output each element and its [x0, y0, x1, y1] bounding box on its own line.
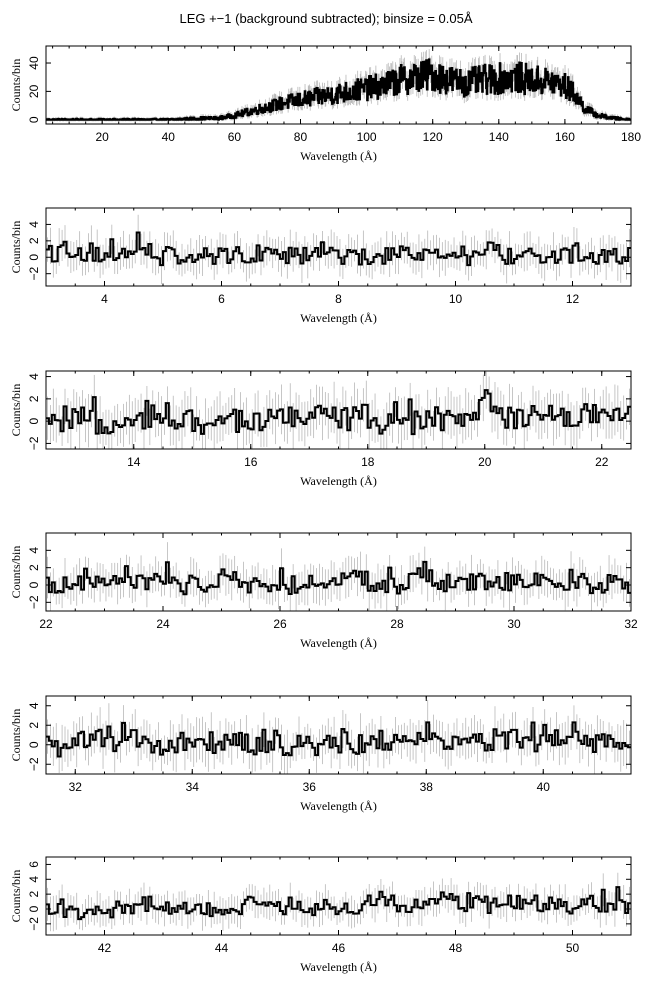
y-tick-label: 0: [27, 417, 41, 424]
x-tick-label: 28: [390, 617, 404, 631]
y-tick-label: −2: [27, 757, 41, 771]
y-tick-label: 4: [27, 876, 41, 883]
data-series-step-line: [46, 560, 631, 596]
data-series-step-line: [46, 389, 631, 436]
x-tick-label: 8: [335, 292, 342, 306]
y-tick-label: 2: [27, 564, 41, 571]
y-tick-label: 4: [27, 221, 41, 228]
x-axis-label: Wavelength (Å): [300, 311, 377, 325]
x-tick-label: 42: [98, 941, 112, 955]
x-axis-label: Wavelength (Å): [300, 960, 377, 974]
x-tick-label: 160: [555, 130, 575, 144]
x-tick-label: 46: [332, 941, 346, 955]
x-tick-label: 38: [420, 780, 434, 794]
plot-frame: [45, 532, 632, 612]
y-tick-label: −2: [27, 267, 41, 281]
x-tick-label: 50: [566, 941, 580, 955]
x-tick-label: 34: [186, 780, 200, 794]
y-tick-label: 0: [27, 741, 41, 748]
panel-5: 32 34 36 38 40 −2 0 2 4 Wavelength (Å) Counts/bin: [9, 695, 632, 813]
y-tick-label: 2: [27, 237, 41, 244]
data-series-step-line: [46, 58, 631, 121]
data-series-step-line: [46, 886, 631, 921]
x-axis-label: Wavelength (Å): [300, 149, 377, 163]
y-tick-label: 2: [27, 890, 41, 897]
y-tick-label: 6: [27, 861, 41, 868]
x-tick-label: 36: [303, 780, 317, 794]
y-tick-label: −2: [27, 595, 41, 609]
y-axis-label: Counts/bin: [9, 870, 23, 923]
y-axis-label: Counts/bin: [9, 221, 23, 274]
x-tick-label: 30: [507, 617, 521, 631]
x-tick-label: 22: [39, 617, 53, 631]
y-axis-label: Counts/bin: [9, 59, 23, 112]
x-axis-label: Wavelength (Å): [300, 799, 377, 813]
x-tick-label: 44: [215, 941, 229, 955]
y-tick-label: 0: [27, 581, 41, 588]
x-tick-label: 12: [566, 292, 580, 306]
plot-frame: [45, 370, 632, 450]
y-tick-label: 4: [27, 373, 41, 380]
x-tick-label: 18: [361, 455, 375, 469]
y-tick-label: 0: [27, 116, 41, 123]
x-tick-label: 48: [449, 941, 463, 955]
y-tick-label: 0: [27, 254, 41, 261]
error-bars: [47, 872, 630, 932]
error-bars: [47, 542, 630, 611]
x-tick-label: 20: [478, 455, 492, 469]
figure-title: LEG +−1 (background subtracted); binsize…: [179, 11, 472, 26]
y-axis-label: Counts/bin: [9, 709, 23, 762]
y-tick-label: 40: [27, 56, 41, 70]
x-tick-label: 80: [294, 130, 308, 144]
panel-3: 14 16 18 20 22 −2 0 2 4 Wavelength (Å) Counts/bin: [9, 370, 632, 488]
y-tick-label: 4: [27, 547, 41, 554]
x-tick-label: 6: [218, 292, 225, 306]
y-axis-label: Counts/bin: [9, 546, 23, 599]
y-tick-label: −2: [27, 917, 41, 931]
x-tick-label: 40: [162, 130, 176, 144]
x-tick-label: 22: [595, 455, 609, 469]
y-tick-label: 4: [27, 702, 41, 709]
plot-frame: [45, 45, 632, 125]
x-axis-label: Wavelength (Å): [300, 474, 377, 488]
error-bars: [47, 699, 630, 774]
y-tick-label: 2: [27, 722, 41, 729]
x-tick-label: 26: [273, 617, 287, 631]
x-tick-label: 4: [101, 292, 108, 306]
x-tick-label: 10: [449, 292, 463, 306]
data-series-step-line: [46, 231, 631, 267]
error-bars: [47, 214, 630, 285]
x-tick-label: 40: [537, 780, 551, 794]
x-tick-label: 16: [244, 455, 258, 469]
x-tick-label: 14: [127, 455, 141, 469]
x-tick-label: 24: [156, 617, 170, 631]
y-tick-label: 20: [27, 84, 41, 98]
y-tick-label: −2: [27, 436, 41, 450]
x-tick-label: 180: [621, 130, 641, 144]
plot-frame: [45, 207, 632, 287]
panel-1: 20 40 60 80 100 120 140 160 180 0 20 40 Wavelength (…: [9, 45, 641, 163]
x-axis-label: Wavelength (Å): [300, 636, 377, 650]
x-tick-label: 100: [357, 130, 377, 144]
error-bars: [47, 371, 630, 449]
data-series-step-line: [46, 721, 631, 758]
panel-2: 4 6 8 10 12 −2 0 2 4 Wavelength (Å) Counts/bin: [9, 207, 632, 325]
y-tick-label: 0: [27, 905, 41, 912]
x-tick-label: 120: [423, 130, 443, 144]
x-tick-label: 32: [69, 780, 83, 794]
x-tick-label: 60: [228, 130, 242, 144]
x-tick-label: 140: [489, 130, 509, 144]
y-axis-label: Counts/bin: [9, 384, 23, 437]
x-tick-label: 20: [96, 130, 110, 144]
y-tick-label: 2: [27, 395, 41, 402]
plot-frame: [45, 856, 632, 936]
x-tick-label: 32: [624, 617, 638, 631]
